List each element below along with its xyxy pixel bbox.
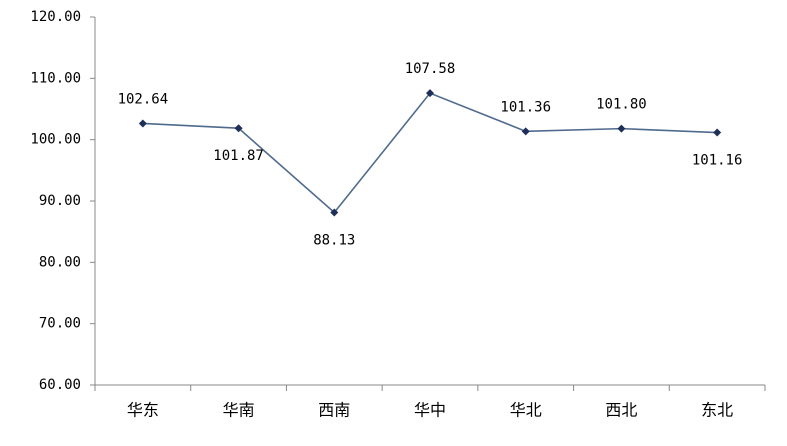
x-tick-label: 华东: [127, 401, 159, 420]
data-point: [617, 124, 626, 133]
x-tick-label: 西北: [605, 401, 637, 420]
data-label: 88.13: [313, 232, 355, 248]
data-point: [521, 127, 530, 136]
x-tick-label: 华北: [510, 401, 542, 420]
x-tick-label: 华南: [223, 401, 255, 420]
y-tick-label: 90.00: [39, 193, 81, 209]
x-tick-label: 西南: [318, 401, 350, 420]
x-tick-label: 东北: [701, 401, 733, 420]
data-label: 101.87: [213, 148, 264, 164]
data-point: [138, 119, 147, 128]
y-tick-label: 60.00: [39, 377, 81, 393]
y-tick-label: 120.00: [30, 9, 81, 25]
data-point: [426, 89, 434, 98]
y-tick-label: 80.00: [39, 254, 81, 270]
y-tick-label: 110.00: [30, 70, 81, 86]
data-label: 101.80: [596, 97, 647, 113]
data-label: 101.16: [692, 153, 743, 169]
x-tick-label: 华中: [414, 401, 446, 420]
data-label: 102.64: [118, 91, 169, 107]
data-point: [234, 124, 243, 133]
data-label: 101.36: [500, 99, 551, 115]
y-tick-label: 70.00: [39, 316, 81, 332]
data-point: [330, 208, 339, 217]
data-label: 107.58: [405, 61, 456, 77]
data-point: [713, 128, 722, 137]
y-tick-label: 100.00: [30, 132, 81, 148]
